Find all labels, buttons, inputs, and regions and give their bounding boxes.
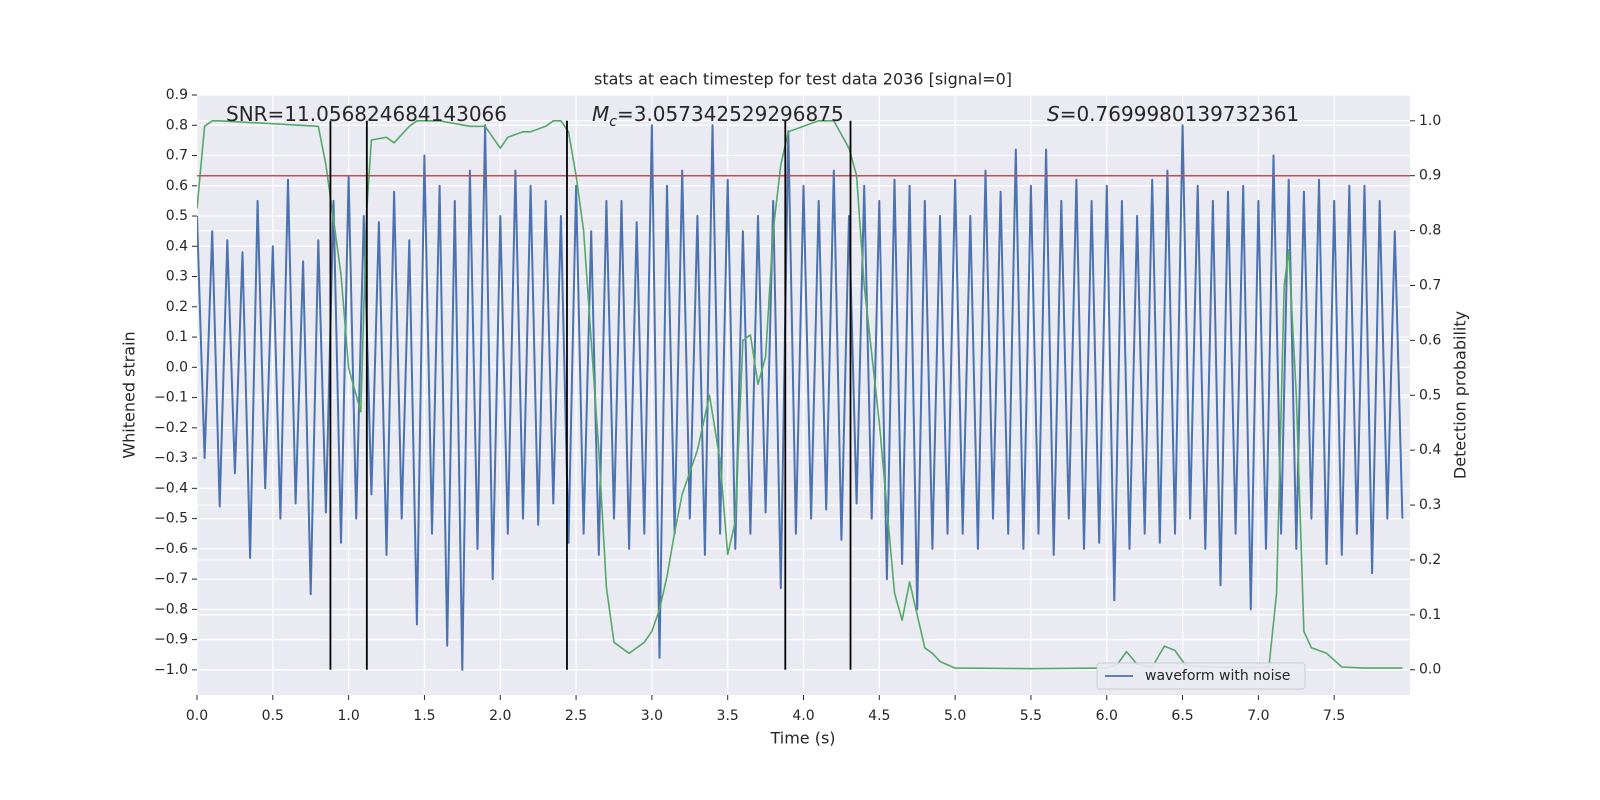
x-tick-label: 3.0 <box>641 708 663 724</box>
y-tick-label: −0.5 <box>154 511 188 527</box>
x-tick-label: 6.0 <box>1096 708 1118 724</box>
y2-tick-label: 0.0 <box>1419 662 1441 678</box>
x-tick-label: 0.0 <box>186 708 208 724</box>
x-tick-label: 1.0 <box>337 708 359 724</box>
annotation-symbol: M <box>592 102 609 126</box>
y-tick-label: −0.8 <box>154 601 188 617</box>
chart-title: stats at each timestep for test data 203… <box>594 70 1012 89</box>
y2-tick-label: 1.0 <box>1419 113 1441 129</box>
y2-tick-label: 0.3 <box>1419 497 1441 513</box>
legend-box <box>1096 662 1306 690</box>
y-tick-label: −0.4 <box>154 480 188 496</box>
y-tick-label: −0.6 <box>154 541 188 557</box>
annotation-subscript: c <box>609 114 617 130</box>
y-tick-label: −0.7 <box>154 571 188 587</box>
y-tick-label: 0.8 <box>166 117 188 133</box>
y2-tick-label: 0.2 <box>1419 552 1441 568</box>
x-tick-label: 1.5 <box>413 708 435 724</box>
y-tick-label: −0.3 <box>154 450 188 466</box>
y2-tick-label: 0.5 <box>1419 387 1441 403</box>
legend-label: waveform with noise <box>1145 668 1290 684</box>
x-tick-label: 3.5 <box>717 708 739 724</box>
annotation-text: =0.7699980139732361 <box>1060 102 1299 126</box>
x-tick-label: 6.5 <box>1171 708 1193 724</box>
probability-line <box>197 120 1403 670</box>
y-tick-label: 0.3 <box>166 269 188 285</box>
x-axis-label: Time (s) <box>769 729 835 748</box>
y2-tick-label: 0.4 <box>1419 442 1441 458</box>
y-tick-label: 0.6 <box>166 178 188 194</box>
annotation-text: =3.057342529296875 <box>617 102 844 126</box>
y2-tick-label: 0.9 <box>1419 168 1441 184</box>
annotation: SNR=11.056824684143066 <box>226 102 507 126</box>
y-tick-label: −0.2 <box>154 420 188 436</box>
waveform-line <box>197 124 1404 671</box>
x-tick-label: 7.0 <box>1247 708 1269 724</box>
y-tick-label: 0.5 <box>166 208 188 224</box>
x-tick-label: 4.5 <box>868 708 890 724</box>
y-axis-label: Whitened strain <box>120 331 139 458</box>
y2-tick-label: 0.7 <box>1419 277 1441 293</box>
y-tick-label: 0.2 <box>166 299 188 315</box>
annotation: Mc=3.057342529296875 <box>592 102 844 130</box>
x-tick-label: 4.0 <box>792 708 814 724</box>
annotation-symbol: S <box>1047 102 1060 126</box>
x-tick-label: 2.5 <box>565 708 587 724</box>
x-tick-label: 5.0 <box>944 708 966 724</box>
y-tick-label: 0.9 <box>166 87 188 103</box>
x-tick-label: 2.0 <box>489 708 511 724</box>
y2-tick-label: 0.6 <box>1419 332 1441 348</box>
y2-tick-label: 0.8 <box>1419 223 1441 239</box>
y2-axis-label: Detection probability <box>1451 311 1470 479</box>
y-tick-label: 0.7 <box>166 148 188 164</box>
x-tick-label: 0.5 <box>262 708 284 724</box>
y-tick-label: −0.1 <box>154 390 188 406</box>
x-tick-label: 5.5 <box>1020 708 1042 724</box>
marks <box>197 120 1410 671</box>
y-tick-label: −1.0 <box>154 662 188 678</box>
y-tick-label: 0.1 <box>166 329 188 345</box>
annotation-text: SNR=11.056824684143066 <box>226 102 507 126</box>
y-tick-label: 0.0 <box>166 359 188 375</box>
y-tick-label: −0.9 <box>154 632 188 648</box>
annotation: S=0.7699980139732361 <box>1047 102 1299 126</box>
x-tick-label: 7.5 <box>1323 708 1345 724</box>
y-tick-label: 0.4 <box>166 238 188 254</box>
y2-tick-label: 0.1 <box>1419 607 1441 623</box>
